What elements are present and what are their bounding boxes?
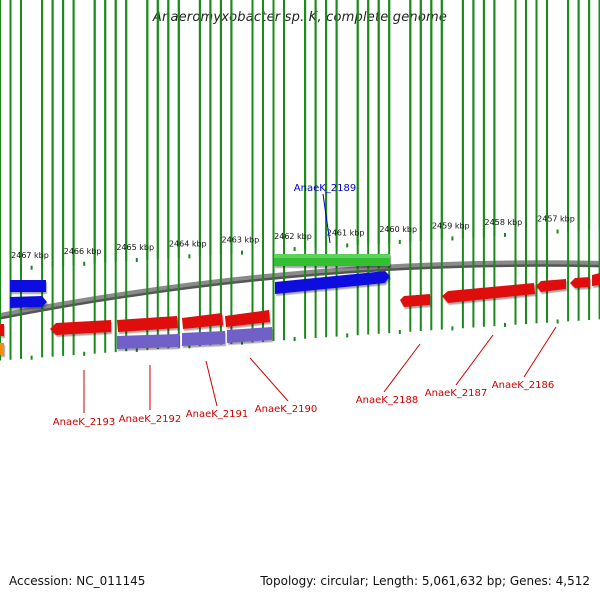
cds-feature[interactable] <box>570 277 590 288</box>
cds-feature[interactable] <box>592 273 600 286</box>
genome-summary: Topology: circular; Length: 5,061,632 bp… <box>260 574 590 588</box>
gene-label[interactable]: AnaeK_2190 <box>255 404 317 415</box>
gene-label[interactable]: AnaeK_2191 <box>186 409 248 420</box>
gene-feature[interactable] <box>182 331 225 346</box>
cds-feature[interactable] <box>536 279 566 292</box>
gene-label[interactable]: AnaeK_2188 <box>356 395 418 406</box>
gene-label[interactable]: AnaeK_2193 <box>53 417 115 428</box>
scale-label: 2463 kbp <box>222 236 260 245</box>
gene-feature[interactable] <box>117 334 179 349</box>
cds-feature[interactable] <box>275 271 390 294</box>
gene-labels: AnaeK_2189 AnaeK_2193 AnaeK_2192 AnaeK_2… <box>53 183 554 428</box>
gene-label[interactable]: AnaeK_2186 <box>492 380 554 391</box>
cds-feature[interactable] <box>10 280 46 292</box>
cds-feature[interactable] <box>400 294 430 307</box>
gene-highlight <box>274 254 390 258</box>
scale-label: 2464 kbp <box>169 239 207 248</box>
cds-feature[interactable] <box>442 283 535 303</box>
gene-feature[interactable] <box>227 327 272 343</box>
scale-labels: 2467 kbp 2466 kbp 2465 kbp 2464 kbp 2463 kbp… <box>11 215 575 260</box>
gene-label[interactable]: AnaeK_2192 <box>119 414 181 425</box>
cds-feature[interactable] <box>117 316 178 332</box>
cds-feature[interactable] <box>182 313 223 329</box>
scale-label: 2459 kbp <box>432 222 470 231</box>
cds-feature[interactable] <box>225 310 270 327</box>
map-title: Anaeromyxobacter sp. K, complete genome <box>152 10 448 25</box>
accession-text: Accession: NC_011145 <box>9 574 146 588</box>
cds-feature[interactable] <box>50 320 111 335</box>
cds-feature[interactable] <box>10 296 47 308</box>
scale-label: 2458 kbp <box>485 218 523 227</box>
cds-feature[interactable] <box>0 324 4 336</box>
other-feature[interactable] <box>0 343 4 355</box>
scale-label: 2457 kbp <box>537 215 575 224</box>
scale-label: 2460 kbp <box>379 225 417 234</box>
gene-label[interactable]: AnaeK_2187 <box>425 388 487 399</box>
upper-scale-ticks <box>0 0 600 271</box>
lower-scale-ticks <box>0 0 600 361</box>
label-leaders <box>83 193 557 413</box>
scale-label: 2461 kbp <box>327 229 365 238</box>
gene-label[interactable]: AnaeK_2189 <box>294 183 356 194</box>
scale-label: 2465 kbp <box>116 243 154 252</box>
forward-features <box>10 254 390 308</box>
scale-label: 2467 kbp <box>11 251 49 260</box>
genome-backbone <box>0 260 600 318</box>
scale-label: 2466 kbp <box>64 247 102 256</box>
scale-label: 2462 kbp <box>274 232 312 241</box>
reverse-features <box>0 273 600 355</box>
